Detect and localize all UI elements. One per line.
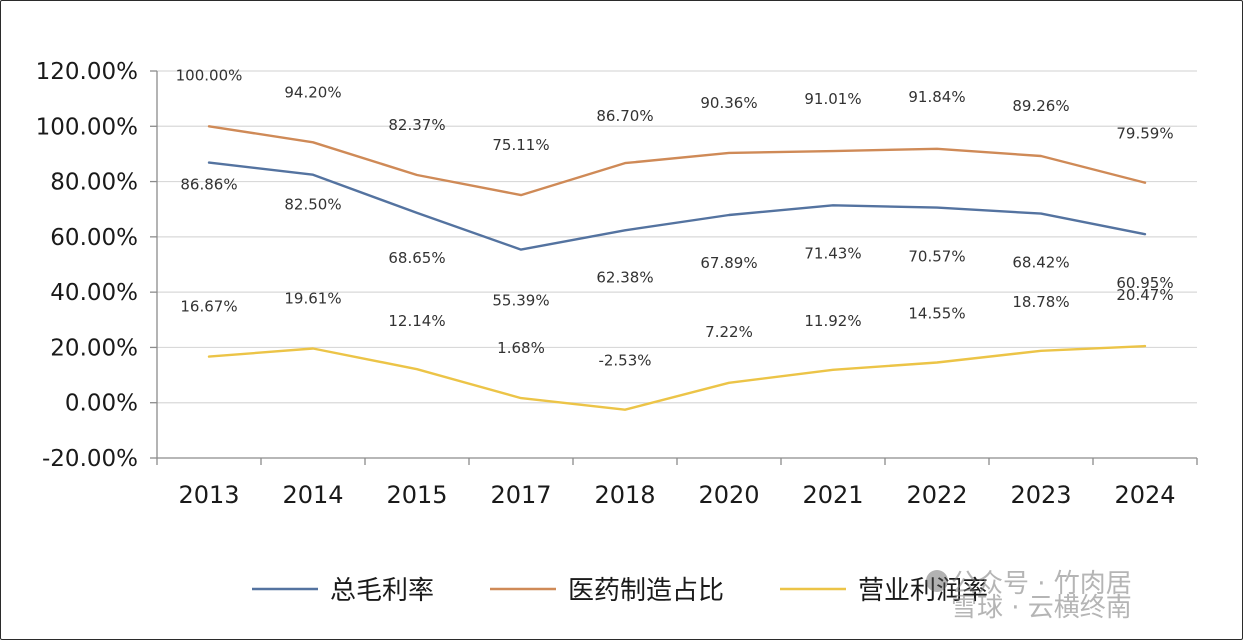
x-tick-label: 2017 bbox=[490, 481, 551, 509]
legend-label: 医药制造占比 bbox=[568, 576, 724, 606]
data-label: 20.47% bbox=[1116, 286, 1173, 304]
x-axis-tick-labels: 2013 2014 2015 2017 2018 2020 2021 2022 2023 2024 bbox=[178, 481, 1175, 509]
series-line-2 bbox=[207, 344, 1147, 411]
series-line-0 bbox=[207, 161, 1147, 251]
watermark-text: 雪球 · 云横终南 bbox=[951, 593, 1132, 623]
data-label: 89.26% bbox=[1012, 97, 1069, 115]
data-label: 7.22% bbox=[705, 323, 753, 341]
data-label: 16.67% bbox=[180, 298, 237, 316]
x-tick-label: 2018 bbox=[594, 481, 655, 509]
data-label: 86.86% bbox=[180, 176, 237, 194]
watermark-overlay-text: 公众号 · 竹肉居 bbox=[951, 569, 1132, 599]
data-label: 1.68% bbox=[497, 339, 545, 357]
data-label: 11.92% bbox=[804, 312, 861, 330]
data-label: 75.11% bbox=[492, 136, 549, 154]
data-label: 12.14% bbox=[388, 312, 445, 330]
data-label: 79.59% bbox=[1116, 125, 1173, 143]
data-label: 70.57% bbox=[908, 248, 965, 266]
data-label: 68.42% bbox=[1012, 254, 1069, 272]
y-tick-label: 80.00% bbox=[50, 170, 138, 196]
x-tick-label: 2024 bbox=[1114, 481, 1175, 509]
data-label: 60.95% bbox=[1116, 274, 1173, 292]
data-label: 91.01% bbox=[804, 90, 861, 108]
series-line-1 bbox=[207, 125, 1147, 197]
y-axis-tick-labels: 120.00% 100.00% 80.00% 60.00% 40.00% 20.00% 0.… bbox=[36, 59, 138, 472]
data-label: 90.36% bbox=[700, 94, 757, 112]
y-tick-label: 100.00% bbox=[36, 114, 138, 140]
x-tick-label: 2020 bbox=[698, 481, 759, 509]
x-tick-label: 2013 bbox=[178, 481, 239, 509]
axes bbox=[150, 70, 1198, 465]
y-tick-label: 0.00% bbox=[65, 391, 138, 417]
y-tick-label: 120.00% bbox=[36, 59, 138, 85]
x-tick-label: 2014 bbox=[282, 481, 343, 509]
y-tick-label: 40.00% bbox=[50, 280, 138, 306]
data-label: -2.53% bbox=[598, 352, 651, 370]
legend-label: 营业利润率 bbox=[858, 576, 988, 606]
data-label: 62.38% bbox=[596, 268, 653, 286]
data-label: 82.50% bbox=[284, 196, 341, 214]
data-label: 55.39% bbox=[492, 292, 549, 310]
data-label: 94.20% bbox=[284, 83, 341, 101]
data-label: 82.37% bbox=[388, 116, 445, 134]
data-label: 86.70% bbox=[596, 107, 653, 125]
legend: 总毛利率 医药制造占比 营业利润率 bbox=[252, 576, 988, 606]
watermark-logo-icon bbox=[926, 570, 948, 592]
y-tick-label: 60.00% bbox=[50, 225, 138, 251]
gridlines bbox=[157, 70, 1197, 404]
series-lines bbox=[207, 125, 1147, 411]
data-label: 18.78% bbox=[1012, 293, 1069, 311]
data-label: 19.61% bbox=[284, 290, 341, 308]
data-label: 14.55% bbox=[908, 304, 965, 322]
x-tick-label: 2015 bbox=[386, 481, 447, 509]
data-label: 91.84% bbox=[908, 88, 965, 106]
x-tick-label: 2021 bbox=[802, 481, 863, 509]
data-label: 68.65% bbox=[388, 249, 445, 267]
data-label: 100.00% bbox=[176, 66, 243, 84]
x-tick-label: 2023 bbox=[1010, 481, 1071, 509]
y-tick-label: -20.00% bbox=[42, 446, 138, 472]
y-tick-label: 20.00% bbox=[50, 335, 138, 361]
x-tick-label: 2022 bbox=[906, 481, 967, 509]
data-labels: 86.86% 82.50% 68.65% 55.39% 62.38% 67.89% 71.4… bbox=[176, 66, 1174, 369]
data-label: 67.89% bbox=[700, 254, 757, 272]
legend-label: 总毛利率 bbox=[330, 576, 434, 606]
data-label: 71.43% bbox=[804, 244, 861, 262]
